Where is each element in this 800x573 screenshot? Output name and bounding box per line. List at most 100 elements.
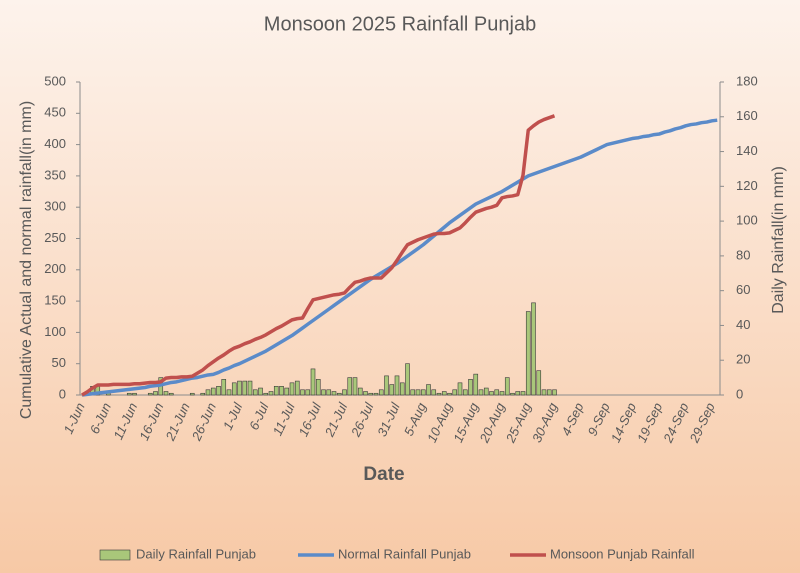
bar [300, 389, 305, 396]
bar [336, 392, 342, 396]
bar [357, 387, 363, 396]
bar [368, 392, 374, 396]
bar [289, 382, 295, 396]
bar [378, 389, 384, 396]
bar [347, 377, 353, 396]
bar [452, 389, 458, 396]
bar [441, 391, 447, 396]
bar [515, 391, 521, 396]
y2-tick-label: 100 [736, 213, 758, 228]
bar [200, 392, 206, 396]
bar [315, 379, 321, 396]
bar [478, 389, 484, 396]
bar [525, 311, 531, 396]
bar [462, 389, 468, 396]
y2-tick-label: 180 [736, 73, 758, 88]
bar [284, 387, 290, 396]
legend-label: Daily Rainfall Punjab [136, 546, 256, 561]
bar [273, 386, 279, 396]
bar [342, 389, 347, 396]
bar [405, 363, 410, 396]
bar [352, 377, 358, 396]
bar [221, 379, 227, 396]
y2-tick-label: 80 [736, 247, 750, 262]
bar [457, 382, 463, 396]
bar [447, 392, 452, 396]
x-axis-label: Date [363, 464, 404, 485]
y-tick-label: 200 [44, 261, 66, 276]
bar [394, 375, 400, 396]
bar [305, 389, 311, 396]
bar [546, 389, 552, 396]
line [81, 118, 718, 397]
bar [415, 389, 421, 396]
bar [399, 382, 405, 396]
y-tick-label: 250 [44, 230, 66, 245]
y2-axis-label: Daily Rainfall(in mm) [770, 166, 787, 314]
bar [499, 391, 505, 396]
bar [205, 389, 211, 396]
bar [473, 373, 479, 396]
bar [263, 392, 269, 396]
bar [410, 389, 416, 396]
bar [226, 389, 232, 396]
bar [510, 392, 515, 396]
bar [363, 391, 368, 396]
bar [331, 391, 337, 396]
y-tick-label: 50 [52, 355, 66, 370]
bar [210, 387, 216, 396]
bar [384, 375, 389, 396]
bar [153, 391, 158, 396]
y-tick-label: 400 [44, 136, 66, 151]
y2-tick-label: 20 [736, 352, 750, 367]
y-tick-label: 100 [44, 324, 66, 339]
y2-tick-label: 120 [736, 178, 758, 193]
line [81, 114, 556, 397]
chart-title: Monsoon 2025 Rainfall Punjab [264, 13, 536, 35]
bar [216, 386, 221, 396]
bar [520, 391, 526, 396]
y-tick-label: 150 [44, 293, 66, 308]
y2-tick-label: 140 [736, 143, 758, 158]
bar [252, 389, 258, 396]
y-tick-label: 500 [44, 73, 66, 88]
bar [237, 380, 242, 396]
bar [242, 380, 248, 396]
y2-tick-label: 60 [736, 282, 750, 297]
bar [373, 392, 379, 396]
bar [536, 370, 542, 396]
bar [531, 302, 536, 396]
bar [426, 384, 431, 396]
bar [436, 392, 442, 396]
bar [321, 389, 326, 396]
bar [279, 386, 284, 396]
bar [483, 387, 489, 396]
bar [420, 389, 426, 396]
bar [494, 389, 500, 396]
bar [231, 382, 237, 396]
y-tick-label: 450 [44, 105, 66, 120]
bar [552, 389, 557, 396]
bar [541, 389, 547, 396]
bar [247, 380, 253, 396]
bar [168, 392, 174, 396]
legend-label: Monsoon Punjab Rainfall [550, 546, 695, 561]
y-tick-label: 350 [44, 167, 66, 182]
bar [147, 392, 153, 396]
bar [126, 392, 132, 396]
bar [294, 380, 300, 396]
bar [489, 391, 494, 396]
bar [326, 389, 332, 396]
y2-tick-label: 160 [736, 108, 758, 123]
bar [268, 391, 274, 396]
y2-tick-label: 0 [736, 386, 743, 401]
bar [389, 384, 395, 396]
y-tick-label: 0 [59, 386, 66, 401]
y-tick-label: 300 [44, 199, 66, 214]
y-axis-label: Cumulative Actual and normal rainfall(in… [18, 101, 35, 419]
bar [431, 389, 437, 396]
bar [189, 392, 195, 396]
bar [163, 391, 169, 396]
